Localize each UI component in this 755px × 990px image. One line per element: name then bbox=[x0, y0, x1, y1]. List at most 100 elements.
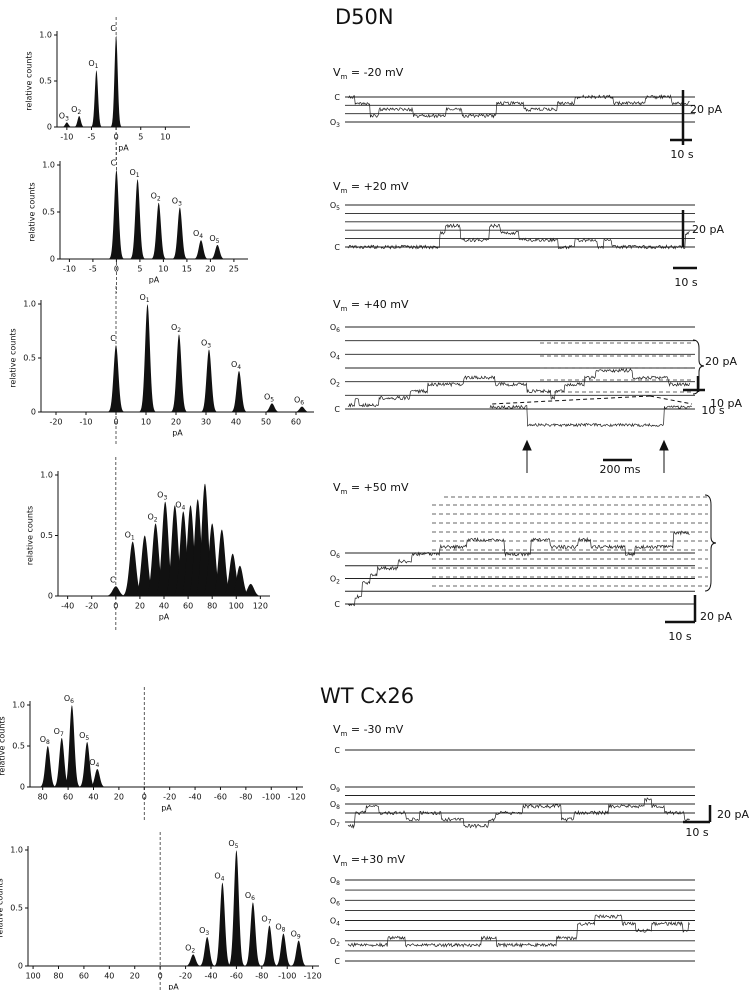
level-label: O6 bbox=[330, 896, 340, 908]
peak-label-sub: 4 bbox=[199, 233, 203, 240]
peak-label-main: O bbox=[228, 839, 234, 848]
level-label-main: O bbox=[330, 574, 336, 583]
histogram-peak bbox=[77, 741, 97, 787]
x-tick-label: 50 bbox=[261, 418, 271, 427]
x-tick-label: -80 bbox=[239, 793, 252, 802]
histogram-peak bbox=[184, 499, 211, 596]
y-axis-label: relative counts bbox=[25, 51, 34, 110]
voltage-v: V bbox=[333, 481, 341, 494]
peak-label: O9 bbox=[291, 929, 301, 941]
histogram-peak bbox=[119, 541, 146, 596]
peak-label: C bbox=[110, 24, 116, 33]
x-tick-label: -10 bbox=[79, 418, 92, 427]
peak-label-sub: 4 bbox=[221, 875, 225, 882]
peak-label-main: O bbox=[79, 730, 85, 739]
x-tick-label: -100 bbox=[262, 793, 280, 802]
histogram-peak bbox=[273, 933, 294, 966]
level-label-main: O bbox=[330, 876, 336, 885]
peak-label-sub: 5 bbox=[216, 238, 220, 245]
peak-label-sub: 3 bbox=[205, 930, 209, 937]
peak-label-main: O bbox=[89, 757, 95, 766]
peak-label-sub: 9 bbox=[297, 933, 301, 940]
peak-label-sub: 6 bbox=[70, 698, 74, 705]
peak-label: O1 bbox=[129, 168, 139, 180]
peak-label-main: O bbox=[209, 233, 215, 242]
peak-label-sub: 6 bbox=[300, 400, 304, 407]
histogram-peak bbox=[197, 937, 217, 966]
peak-label-sub: 3 bbox=[207, 342, 211, 349]
voltage-value: = +20 mV bbox=[347, 180, 409, 193]
level-label-sub: 6 bbox=[336, 553, 340, 560]
scale-label-time: 10 s bbox=[685, 826, 708, 839]
x-tick-label: -20 bbox=[179, 972, 192, 981]
peak-label-main: O bbox=[193, 229, 199, 238]
inset-trace bbox=[489, 404, 692, 428]
histogram-peak bbox=[192, 240, 210, 259]
y-tick-label: 0.5 bbox=[12, 742, 25, 751]
peak-label-main: O bbox=[275, 922, 281, 931]
voltage-sub: m bbox=[341, 73, 348, 81]
peak-label-main: O bbox=[264, 392, 270, 401]
voltage-value: = -30 mV bbox=[347, 723, 403, 736]
peak-label: O4 bbox=[214, 871, 224, 883]
peak-label: O4 bbox=[193, 229, 203, 241]
peak-label-sub: 8 bbox=[282, 927, 286, 934]
x-axis-label: pA bbox=[172, 429, 183, 438]
x-tick-label: 25 bbox=[229, 265, 239, 274]
y-tick-label: 0.5 bbox=[10, 904, 23, 913]
level-label: O2 bbox=[330, 377, 340, 389]
peak-label-sub: 3 bbox=[163, 495, 167, 502]
level-label: O5 bbox=[330, 201, 340, 213]
peak-label: C bbox=[110, 575, 116, 584]
histogram-peak bbox=[292, 406, 312, 412]
peak-label-sub: 1 bbox=[131, 535, 135, 542]
level-label-sub: 6 bbox=[336, 327, 340, 334]
y-tick-label: 0.5 bbox=[40, 531, 53, 540]
x-tick-label: 0 bbox=[113, 602, 118, 611]
peak-label-sub: 2 bbox=[191, 947, 195, 954]
peak-label-main: C bbox=[111, 158, 117, 167]
histogram-peak bbox=[109, 35, 123, 127]
x-tick-label: -10 bbox=[63, 265, 76, 274]
peak-label-sub: 6 bbox=[251, 895, 255, 902]
x-tick-label: 40 bbox=[88, 793, 98, 802]
level-label: O3 bbox=[330, 118, 340, 130]
level-label-sub: 8 bbox=[336, 804, 340, 811]
scale-label-time: 10 s bbox=[668, 630, 691, 643]
x-tick-label: -5 bbox=[89, 265, 97, 274]
peak-label: O5 bbox=[209, 233, 219, 245]
peak-label: C bbox=[110, 334, 116, 343]
x-tick-label: -40 bbox=[204, 972, 217, 981]
peak-label: O6 bbox=[64, 694, 74, 706]
histogram-peak bbox=[243, 902, 263, 966]
peak-label-main: O bbox=[175, 500, 181, 509]
x-tick-label: 40 bbox=[104, 972, 114, 981]
y-tick-label: 1.0 bbox=[12, 701, 25, 710]
level-label-main: O bbox=[330, 377, 336, 386]
current-trace bbox=[347, 914, 690, 948]
level-label-sub: 3 bbox=[336, 122, 340, 129]
x-tick-label: -80 bbox=[255, 972, 268, 981]
voltage-v: V bbox=[333, 853, 341, 866]
level-label: O9 bbox=[330, 783, 340, 795]
y-tick-label: 1.0 bbox=[39, 31, 52, 40]
level-label-sub: 7 bbox=[336, 822, 340, 829]
peak-label-main: O bbox=[291, 929, 297, 938]
x-axis-label: pA bbox=[159, 613, 170, 622]
level-label-main: O bbox=[330, 783, 336, 792]
peak-label-main: O bbox=[125, 530, 131, 539]
level-label-sub: 2 bbox=[336, 579, 340, 586]
peak-label: O4 bbox=[231, 359, 241, 371]
x-tick-label: 10 bbox=[158, 265, 168, 274]
x-tick-label: -20 bbox=[85, 602, 98, 611]
peak-label-main: O bbox=[129, 168, 135, 177]
voltage-sub: m bbox=[341, 730, 348, 738]
level-label: C bbox=[334, 600, 340, 609]
peak-label-main: O bbox=[185, 943, 191, 952]
x-tick-label: 80 bbox=[53, 972, 63, 981]
y-tick-label: 1.0 bbox=[40, 471, 53, 480]
histogram-peak bbox=[169, 334, 189, 412]
current-trace bbox=[347, 223, 690, 250]
level-label: O8 bbox=[330, 876, 340, 888]
level-label-main: O bbox=[330, 350, 336, 359]
